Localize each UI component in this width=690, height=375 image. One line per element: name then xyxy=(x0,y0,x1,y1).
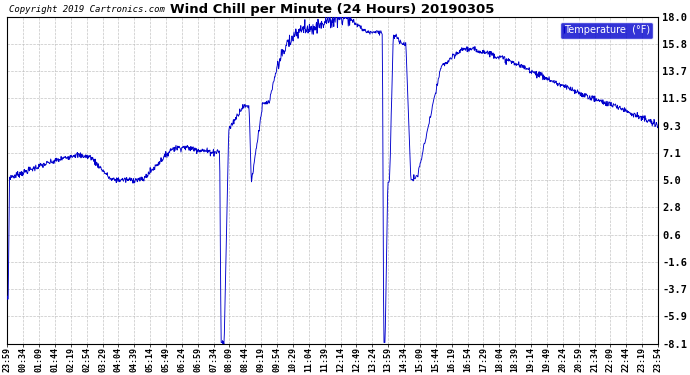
Legend: Temperature  (°F): Temperature (°F) xyxy=(560,22,653,39)
Title: Wind Chill per Minute (24 Hours) 20190305: Wind Chill per Minute (24 Hours) 2019030… xyxy=(170,3,495,16)
Text: Copyright 2019 Cartronics.com: Copyright 2019 Cartronics.com xyxy=(8,4,164,13)
